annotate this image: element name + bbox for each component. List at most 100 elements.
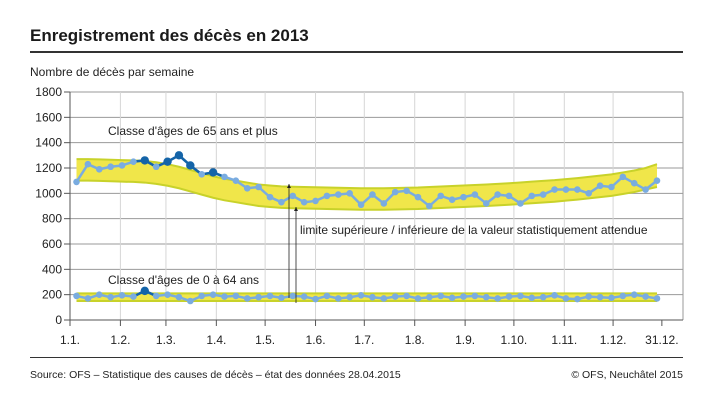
- data-point: [73, 178, 80, 186]
- source-note: Source: OFS – Statistique des causes de …: [30, 369, 401, 381]
- data-point: [608, 183, 615, 191]
- data-point: [482, 293, 490, 301]
- data-point: [346, 293, 353, 301]
- data-point: [232, 177, 240, 184]
- data-point: [369, 293, 376, 301]
- data-point: [221, 173, 228, 181]
- data-point: [130, 158, 137, 165]
- data-point: [346, 190, 353, 197]
- series-line: [76, 289, 658, 303]
- y-tick-label: 200: [42, 288, 62, 302]
- data-point: [505, 293, 513, 300]
- data-point: [118, 162, 126, 169]
- data-point: [107, 163, 114, 171]
- data-point-above-limit: [186, 161, 195, 170]
- series-label: Classe d'âges de 0 à 64 ans: [108, 273, 259, 287]
- data-point: [448, 196, 456, 203]
- y-axis-label: Nombre de décès par semaine: [30, 65, 195, 79]
- data-point: [289, 192, 297, 200]
- data-point: [551, 292, 558, 299]
- data-point: [323, 192, 331, 200]
- data-point: [562, 295, 570, 302]
- data-point: [278, 294, 285, 302]
- data-point: [596, 182, 604, 190]
- data-point: [630, 291, 638, 298]
- data-point-above-limit: [140, 286, 149, 296]
- data-point: [414, 193, 422, 201]
- data-point: [312, 295, 319, 303]
- data-point-above-limit: [174, 151, 184, 160]
- data-point: [95, 165, 103, 173]
- x-tick-label: 1.8.: [405, 333, 425, 347]
- data-point: [539, 293, 547, 301]
- data-point: [619, 292, 627, 300]
- data-point: [460, 293, 467, 300]
- data-point: [198, 292, 206, 300]
- chart-title: Enregistrement des décès en 2013: [30, 26, 309, 45]
- data-point: [152, 163, 160, 171]
- data-point: [84, 295, 92, 302]
- data-point: [118, 292, 126, 299]
- y-tick-label: 800: [42, 212, 62, 226]
- data-point: [414, 295, 422, 302]
- data-point: [437, 292, 445, 300]
- data-point: [209, 291, 217, 298]
- x-tick-label: 1.4.: [206, 333, 226, 347]
- data-point: [403, 292, 410, 300]
- data-point: [300, 198, 308, 206]
- data-point: [517, 292, 524, 300]
- data-point: [357, 201, 365, 209]
- data-point-above-limit: [208, 168, 218, 177]
- data-point: [528, 294, 536, 302]
- y-tick-label: 600: [42, 237, 62, 251]
- data-point: [608, 294, 615, 302]
- y-tick-label: 1800: [35, 85, 62, 99]
- data-point: [369, 191, 376, 198]
- annotation-label: limite supérieure / inférieure de la val…: [300, 223, 648, 237]
- data-point: [266, 193, 274, 201]
- title-rule: [30, 51, 683, 53]
- data-point: [482, 200, 490, 207]
- data-point: [471, 292, 479, 300]
- data-point: [221, 293, 228, 300]
- data-point: [653, 177, 661, 184]
- data-point: [585, 293, 592, 300]
- y-tick-label: 1200: [35, 161, 62, 175]
- data-point: [505, 192, 513, 200]
- data-point: [562, 186, 570, 193]
- y-tick-label: 0: [55, 313, 62, 327]
- data-point: [334, 295, 342, 302]
- data-point: [289, 292, 297, 300]
- data-point: [323, 292, 331, 300]
- copyright-note: © OFS, Neuchâtel 2015: [571, 369, 683, 381]
- upper-limit-line: [76, 158, 658, 190]
- data-point: [585, 190, 592, 197]
- data-point: [403, 187, 410, 195]
- data-point: [243, 184, 251, 192]
- data-point: [73, 292, 80, 300]
- data-point: [551, 186, 558, 193]
- x-tick-label: 1.1.: [60, 333, 80, 347]
- data-point: [357, 292, 365, 299]
- data-point: [517, 200, 524, 207]
- series-label: Classe d'âges de 65 ans et plus: [108, 124, 278, 138]
- data-point: [187, 297, 194, 305]
- data-point: [574, 186, 581, 193]
- data-point: [528, 192, 536, 200]
- data-point: [471, 191, 479, 198]
- arrow-head: [294, 207, 298, 211]
- data-point: [130, 293, 137, 300]
- y-tick-label: 1600: [35, 110, 62, 124]
- y-tick-label: 400: [42, 262, 62, 276]
- data-point: [380, 200, 388, 207]
- data-point: [653, 295, 661, 302]
- lower-limit-line: [76, 179, 658, 211]
- x-tick-label: 1.10.: [501, 333, 528, 347]
- data-point: [630, 179, 638, 187]
- x-tick-label: 1.7.: [354, 333, 374, 347]
- data-point: [84, 160, 92, 168]
- data-point: [255, 293, 262, 301]
- x-tick-label: 1.11.: [551, 333, 577, 347]
